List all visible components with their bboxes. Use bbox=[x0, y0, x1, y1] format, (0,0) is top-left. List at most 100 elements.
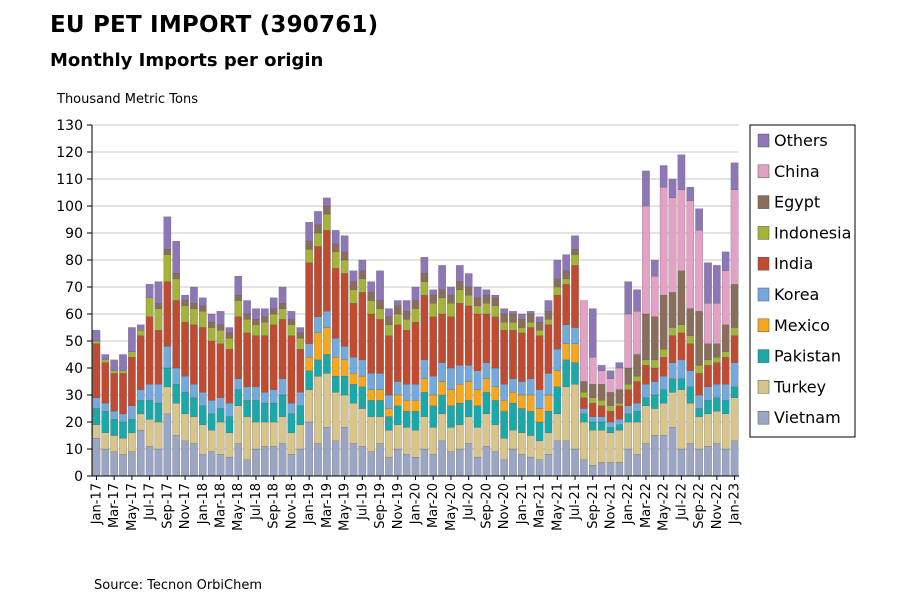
bar-segment-india bbox=[456, 303, 464, 366]
bar-segment-india bbox=[659, 357, 668, 377]
bar-segment-mexico bbox=[518, 394, 526, 409]
legend-label: Indonesia bbox=[774, 223, 851, 242]
bar-segment-pakistan bbox=[172, 384, 180, 404]
bar-segment-korea bbox=[544, 373, 553, 396]
legend-label: China bbox=[774, 162, 820, 181]
bar-segment-pakistan bbox=[677, 378, 686, 390]
bar-segment-vietnam bbox=[571, 448, 579, 477]
bar-segment-korea bbox=[243, 386, 251, 401]
bar-segment-turkey bbox=[615, 429, 624, 463]
bar-segment-pakistan bbox=[429, 405, 437, 428]
bar-stack bbox=[420, 257, 429, 477]
bar-segment-korea bbox=[695, 394, 703, 409]
bar-segment-india bbox=[509, 330, 517, 379]
bar-segment-pakistan bbox=[704, 400, 712, 415]
bar-segment-egypt bbox=[269, 308, 278, 315]
bar-segment-egypt bbox=[580, 381, 588, 393]
bar-stack bbox=[92, 330, 101, 477]
bar-segment-mexico bbox=[314, 332, 322, 361]
bar-segment-mexico bbox=[526, 394, 535, 412]
bar-segment-pakistan bbox=[624, 413, 632, 423]
bar-stack bbox=[429, 289, 437, 477]
bars-layer bbox=[92, 154, 739, 477]
bar-segment-china bbox=[677, 189, 686, 271]
bar-segment-pakistan bbox=[163, 367, 172, 388]
bar-segment-vietnam bbox=[358, 446, 367, 477]
bar-segment-turkey bbox=[447, 427, 455, 452]
bar-segment-others bbox=[394, 300, 402, 307]
bar-segment-turkey bbox=[154, 421, 163, 450]
y-tick-label: 10 bbox=[65, 442, 83, 458]
bar-segment-indonesia bbox=[163, 254, 172, 282]
bar-segment-pakistan bbox=[686, 386, 695, 404]
bar-segment-egypt bbox=[447, 294, 455, 304]
bar-segment-indonesia bbox=[402, 319, 411, 331]
bar-segment-egypt bbox=[624, 367, 632, 385]
bar-segment-indonesia bbox=[624, 384, 632, 390]
bar-segment-others bbox=[225, 327, 234, 334]
bar-segment-vietnam bbox=[128, 451, 136, 477]
bar-segment-mexico bbox=[473, 389, 482, 406]
x-tick-label: Nov-19 bbox=[391, 483, 406, 529]
chart-subtitle: Monthly Imports per origin bbox=[50, 50, 324, 71]
bar-segment-others bbox=[482, 289, 491, 296]
bar-segment-indonesia bbox=[730, 327, 739, 336]
bar-segment-india bbox=[447, 316, 455, 369]
bar-segment-indonesia bbox=[464, 294, 473, 307]
bar-stack bbox=[606, 370, 615, 477]
bar-stack bbox=[323, 197, 331, 477]
bar-segment-vietnam bbox=[659, 435, 668, 477]
bar-segment-indonesia bbox=[92, 340, 101, 344]
bar-segment-turkey bbox=[181, 413, 189, 442]
bar-segment-indonesia bbox=[518, 327, 526, 334]
bar-segment-others bbox=[571, 235, 579, 250]
legend-swatch bbox=[757, 410, 770, 425]
bar-stack bbox=[101, 354, 110, 477]
bar-segment-others bbox=[633, 289, 641, 312]
bar-segment-egypt bbox=[668, 292, 677, 328]
bar-segment-korea bbox=[721, 384, 730, 401]
bar-segment-korea bbox=[438, 362, 446, 382]
bar-segment-india bbox=[269, 324, 278, 390]
bar-segment-egypt bbox=[278, 303, 287, 309]
bar-segment-korea bbox=[163, 346, 172, 369]
bar-segment-korea bbox=[553, 348, 562, 371]
bar-segment-egypt bbox=[544, 311, 553, 320]
bar-segment-egypt bbox=[261, 316, 269, 323]
bar-segment-others bbox=[509, 311, 517, 315]
legend-swatch bbox=[757, 164, 770, 179]
bar-segment-indonesia bbox=[216, 330, 225, 344]
bar-segment-korea bbox=[145, 384, 154, 401]
bar-segment-others bbox=[447, 286, 455, 296]
bar-segment-others bbox=[730, 162, 739, 190]
bar-segment-vietnam bbox=[677, 448, 686, 477]
x-tick-label: Jan-23 bbox=[728, 483, 743, 525]
x-tick-label: Jul-18 bbox=[249, 483, 264, 521]
bar-segment-india bbox=[323, 230, 331, 312]
x-tick-label: Sep-19 bbox=[373, 483, 388, 529]
bar-segment-indonesia bbox=[677, 324, 686, 334]
bar-stack bbox=[713, 265, 721, 477]
bar-segment-korea bbox=[456, 365, 464, 385]
bar-segment-egypt bbox=[331, 243, 340, 253]
bar-segment-vietnam bbox=[482, 446, 491, 477]
bar-segment-indonesia bbox=[659, 348, 668, 358]
bar-segment-egypt bbox=[464, 286, 473, 296]
bar-segment-china bbox=[704, 303, 712, 344]
bar-segment-indonesia bbox=[243, 319, 251, 334]
y-tick-label: 20 bbox=[65, 415, 83, 431]
bar-segment-egypt bbox=[633, 354, 641, 377]
bar-segment-egypt bbox=[491, 297, 500, 307]
bar-segment-vietnam bbox=[172, 435, 180, 477]
bar-segment-india bbox=[199, 327, 207, 393]
bar-segment-korea bbox=[154, 384, 163, 404]
bar-segment-egypt bbox=[296, 332, 305, 339]
bar-segment-egypt bbox=[181, 300, 189, 307]
bar-stack bbox=[464, 273, 473, 477]
bar-segment-indonesia bbox=[349, 289, 358, 304]
bar-segment-mexico bbox=[544, 394, 553, 412]
bar-segment-indonesia bbox=[668, 327, 677, 336]
bar-segment-vietnam bbox=[668, 427, 677, 477]
bar-segment-indonesia bbox=[721, 351, 730, 358]
bar-segment-egypt bbox=[163, 249, 172, 255]
